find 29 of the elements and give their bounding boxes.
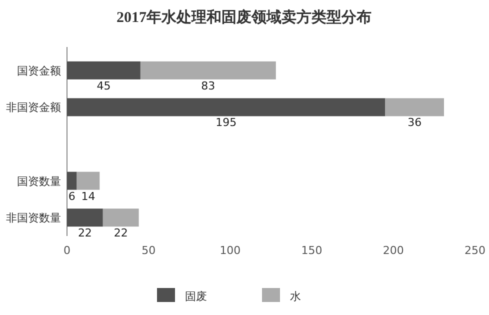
y-tick-label: 非国资数量 [6,212,61,225]
data-label: 195 [216,116,237,130]
data-label: 22 [114,226,128,240]
x-tick-label: 150 [301,244,322,257]
bar [140,61,276,80]
data-label: 36 [408,116,422,130]
data-label: 6 [68,190,76,203]
chart-title: 2017年水处理和固废领域卖方类型分布 [116,8,372,26]
y-tick-label: 国资数量 [17,174,61,188]
x-tick-label: 200 [382,244,404,257]
x-tick-label: 50 [142,244,156,257]
bar [67,61,140,80]
data-label: 22 [78,226,92,240]
y-tick-label: 非国资金额 [6,101,61,114]
x-tick-label: 0 [64,244,70,257]
data-label: 83 [201,79,216,92]
legend-label: 水 [290,290,301,303]
bar [67,172,77,190]
bar [76,172,100,190]
data-label: 45 [96,79,111,92]
x-tick-label: 250 [464,244,486,257]
bar [67,208,103,227]
x-tick-label: 100 [220,244,241,257]
y-tick-label: 国资金额 [17,64,61,78]
bar [67,98,386,116]
data-label: 14 [81,190,96,203]
bar [102,208,139,227]
legend-label: 固废 [185,290,207,303]
bar [385,98,444,116]
